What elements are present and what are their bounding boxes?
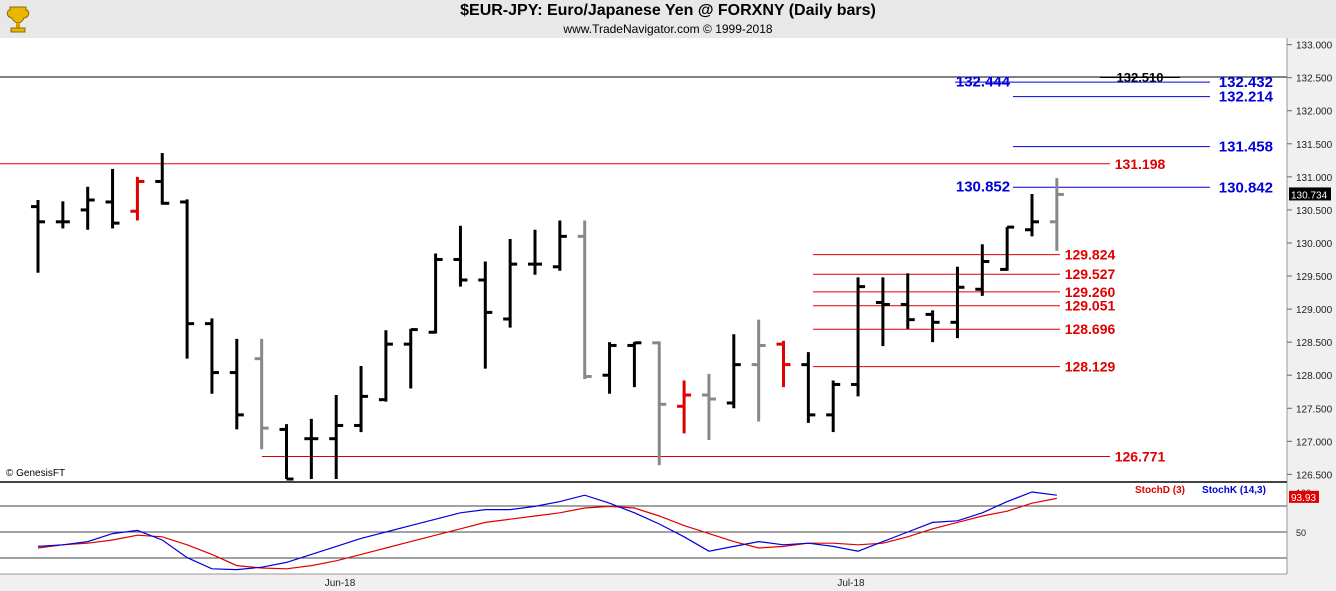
y-tick-label: 130.500 — [1296, 206, 1333, 217]
level-label: 128.696 — [1065, 321, 1116, 337]
axes: 126.500 127.000 127.500 128.000 128.500 129.0… — [0, 38, 1336, 591]
ohlc-bar — [701, 373, 716, 441]
y-tick-label: 133.000 — [1296, 41, 1333, 52]
ohlc-bar — [279, 424, 294, 481]
ohlc-bar — [254, 338, 269, 450]
ohlc-bar — [354, 365, 369, 433]
y-tick-label: 128.000 — [1296, 371, 1333, 382]
ohlc-bar — [528, 229, 542, 275]
ohlc-bar — [453, 225, 468, 287]
genesis-credit: © GenesisFT — [6, 468, 66, 479]
x-tick-label: Jun-18 — [325, 578, 356, 589]
ohlc-bar — [329, 395, 344, 480]
ohlc-bar — [1000, 225, 1015, 271]
y-tick-label: 129.500 — [1296, 272, 1333, 283]
ohlc-bar — [204, 318, 219, 394]
stoch-value-box — [1289, 490, 1319, 503]
y-tick-label: 129.000 — [1296, 305, 1333, 316]
y-tick-label: 130.000 — [1296, 239, 1333, 250]
ohlc-bar — [652, 341, 667, 466]
ohlc-bar — [950, 266, 965, 339]
last-price-label: 130.734 — [1291, 190, 1328, 201]
stoch-legend-label: StochK (14,3) — [1202, 485, 1266, 496]
ohlc-bar — [155, 153, 170, 205]
ohlc-bar — [776, 340, 791, 388]
ohlc-bar — [602, 342, 617, 394]
ohlc-bar — [552, 220, 567, 271]
level-label: 129.527 — [1065, 266, 1116, 282]
level-label: 132.214 — [1219, 89, 1274, 106]
level-label: 132.432 — [1219, 74, 1273, 91]
ohlc-bar — [31, 199, 45, 273]
ohlc-bar — [577, 220, 592, 380]
ohlc-bar — [826, 380, 841, 433]
stoch-tick-label: 50 — [1296, 528, 1306, 538]
level-label: 126.771 — [1115, 448, 1166, 464]
ohlc-bar — [229, 338, 244, 430]
ohlc-bar — [478, 261, 493, 369]
ohlc-bar — [55, 201, 70, 229]
stoch-legend-label: StochD (3) — [1135, 485, 1185, 496]
ohlc-bar — [851, 277, 866, 397]
ohlc-bar — [900, 273, 915, 329]
ohlc-bar — [80, 186, 95, 230]
ohlc-bar — [180, 199, 195, 359]
level-label: 131.458 — [1219, 139, 1273, 156]
price-panel: 132.510 132.432132.444132.214131.458131.1… — [0, 38, 1287, 481]
ohlc-bar — [1049, 178, 1064, 251]
stoch-value-label: 93.93 — [1291, 493, 1316, 504]
y-tick-label: 126.500 — [1296, 470, 1333, 481]
ohlc-bar — [627, 341, 642, 388]
last-price-box — [1289, 187, 1331, 201]
ohlc-bar — [378, 330, 393, 402]
ohlc-bar — [503, 239, 518, 328]
ohlc-bar — [975, 244, 990, 296]
level-label: 130.852 — [956, 179, 1010, 196]
y-tick-label: 128.500 — [1296, 338, 1333, 349]
y-tick-label: 132.500 — [1296, 74, 1333, 85]
chart-title: $EUR-JPY: Euro/Japanese Yen @ FORXNY (Da… — [460, 2, 876, 19]
ohlc-bar — [751, 319, 766, 422]
level-label: 129.051 — [1065, 298, 1116, 314]
ohlc-bar — [403, 328, 418, 389]
x-tick-label: Jul-18 — [837, 578, 865, 589]
x-axis-strip — [0, 574, 1336, 591]
stochastic-panel: StochD (3) StochK (14,3) — [0, 485, 1287, 571]
level-label: 132.444 — [956, 73, 1011, 90]
y-tick-label: 127.500 — [1296, 404, 1333, 415]
ohlc-bar — [105, 168, 120, 229]
level-label: 129.824 — [1065, 247, 1116, 263]
ohlc-bar — [875, 277, 890, 347]
level-label: 131.198 — [1115, 156, 1166, 172]
y-tick-label: 132.000 — [1296, 107, 1333, 118]
level-label: 130.842 — [1219, 179, 1273, 196]
stoch-series-line — [37, 497, 1057, 570]
ohlc-bar — [677, 380, 692, 434]
trophy-logo-icon[interactable] — [4, 4, 32, 34]
ohlc-bar — [428, 253, 443, 334]
stoch-series-line — [37, 491, 1057, 571]
chart-subtitle: www.TradeNavigator.com © 1999-2018 — [563, 22, 773, 36]
level-label: 129.260 — [1065, 284, 1116, 300]
y-tick-label: 127.000 — [1296, 437, 1333, 448]
level-label: 128.129 — [1065, 359, 1116, 375]
ohlc-bar — [925, 310, 940, 343]
price-plot-area — [0, 38, 1287, 481]
y-tick-label: 131.000 — [1296, 173, 1333, 184]
ohlc-bar — [130, 176, 145, 221]
ohlc-bar — [801, 352, 816, 423]
ohlc-bar — [1025, 194, 1039, 237]
ohlc-bar — [304, 418, 319, 480]
chart-header — [0, 0, 1336, 38]
y-tick-label: 131.500 — [1296, 140, 1333, 151]
ohlc-bar — [726, 334, 741, 409]
